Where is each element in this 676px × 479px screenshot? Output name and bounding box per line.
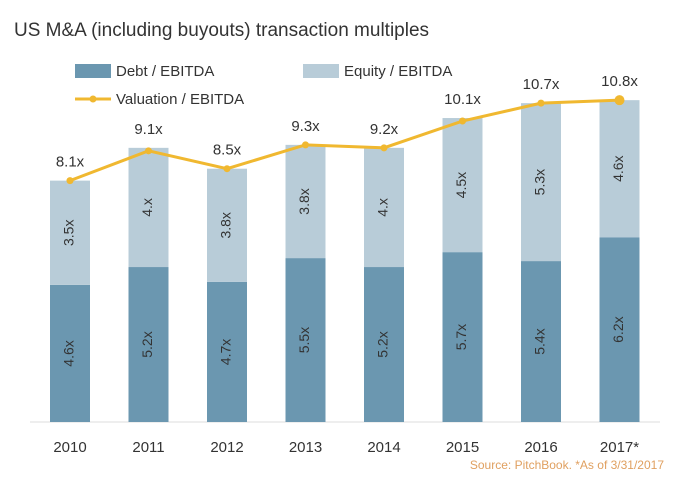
valuation-point-2011 xyxy=(145,147,152,155)
debt-label-2013: 5.5x xyxy=(296,327,312,353)
legend: Debt / EBITDA Equity / EBITDA Valuation / … xyxy=(75,63,452,108)
debt-label-2012: 4.7x xyxy=(218,339,234,365)
equity-label-2014: 4.x xyxy=(375,198,391,217)
bar-debt-2017 xyxy=(599,237,640,422)
legend-label-valuation: Valuation / EBITDA xyxy=(116,91,244,108)
valuation-label-2016: 10.7x xyxy=(523,76,560,93)
equity-label-2017: 4.6x xyxy=(610,155,626,181)
valuation-label-2013: 9.3x xyxy=(291,118,320,135)
valuation-label-2014: 9.2x xyxy=(370,121,399,138)
valuation-label-2011: 9.1x xyxy=(134,121,163,138)
valuation-point-2016 xyxy=(537,99,545,107)
valuation-point-2013 xyxy=(302,141,309,149)
x-tick-2017: 2017* xyxy=(600,439,639,456)
equity-label-2011: 4.x xyxy=(139,198,155,217)
legend-label-equity: Equity / EBITDA xyxy=(344,63,452,80)
x-tick-2013: 2013 xyxy=(289,439,322,456)
bar-equity-2010 xyxy=(50,180,90,285)
legend-label-debt: Debt / EBITDA xyxy=(116,63,214,80)
equity-label-2013: 3.8x xyxy=(296,188,312,214)
bar-debt-2010 xyxy=(50,284,90,422)
chart-title: US M&A (including buyouts) transaction m… xyxy=(14,20,430,41)
x-tick-2010: 2010 xyxy=(53,439,86,456)
debt-label-2015: 5.7x xyxy=(453,324,469,350)
valuation-label-2012: 8.5x xyxy=(213,142,242,159)
bar-equity-2016 xyxy=(521,103,561,262)
valuation-label-2015: 10.1x xyxy=(444,91,481,108)
debt-label-2017: 6.2x xyxy=(610,316,626,342)
valuation-line xyxy=(69,98,620,183)
debt-label-2016: 5.4x xyxy=(532,328,548,354)
bar-debt-2011 xyxy=(128,267,169,422)
x-tick-2016: 2016 xyxy=(524,439,557,456)
valuation-label-2017: 10.8x xyxy=(601,73,638,90)
bar-equity-2012 xyxy=(207,168,247,282)
source-note: Source: PitchBook. *As of 3/31/2017 xyxy=(469,458,664,472)
x-tick-2012: 2012 xyxy=(210,439,243,456)
bar-equity-2013 xyxy=(285,144,326,259)
x-tick-2011: 2011 xyxy=(132,439,164,456)
valuation-line-group: 8.1x 9.1x 8.5x 9.3x 9.2x 10.1x 10.7x 10.8x xyxy=(56,73,638,185)
debt-label-2011: 5.2x xyxy=(139,331,155,357)
legend-swatch-valuation-dot xyxy=(89,95,97,103)
legend-swatch-debt xyxy=(75,64,111,78)
bars-group: 4.6x 3.5x 5.2x 4.x 4.7x 3.8x 5.5x 3.8x 5.2x 4.x 5.… xyxy=(50,100,640,422)
x-axis-ticks: 2010 2011 2012 2013 2014 2015 2016 2017* xyxy=(53,439,639,456)
valuation-label-2010: 8.1x xyxy=(56,154,85,171)
valuation-point-2015 xyxy=(459,117,466,125)
bar-equity-2014 xyxy=(364,147,404,268)
equity-label-2015: 4.5x xyxy=(453,172,469,198)
equity-label-2016: 5.3x xyxy=(532,169,548,195)
bar-debt-2013 xyxy=(285,258,326,422)
bar-debt-2015 xyxy=(442,252,483,422)
valuation-point-2010 xyxy=(66,177,74,185)
valuation-point-2017 xyxy=(614,95,625,106)
debt-label-2010: 4.6x xyxy=(61,340,77,366)
legend-swatch-equity xyxy=(303,64,339,78)
bar-equity-2011 xyxy=(128,147,169,268)
bar-debt-2012 xyxy=(207,281,247,422)
equity-label-2012: 3.8x xyxy=(218,212,234,238)
debt-label-2014: 5.2x xyxy=(375,331,391,357)
valuation-point-2014 xyxy=(380,144,388,152)
equity-label-2010: 3.5x xyxy=(61,220,77,246)
bar-equity-2015 xyxy=(442,118,483,253)
bar-debt-2014 xyxy=(364,267,404,422)
x-tick-2015: 2015 xyxy=(446,439,479,456)
bar-equity-2017 xyxy=(599,100,640,238)
x-tick-2014: 2014 xyxy=(367,439,400,456)
bar-debt-2016 xyxy=(521,261,561,422)
valuation-point-2012 xyxy=(223,165,231,173)
